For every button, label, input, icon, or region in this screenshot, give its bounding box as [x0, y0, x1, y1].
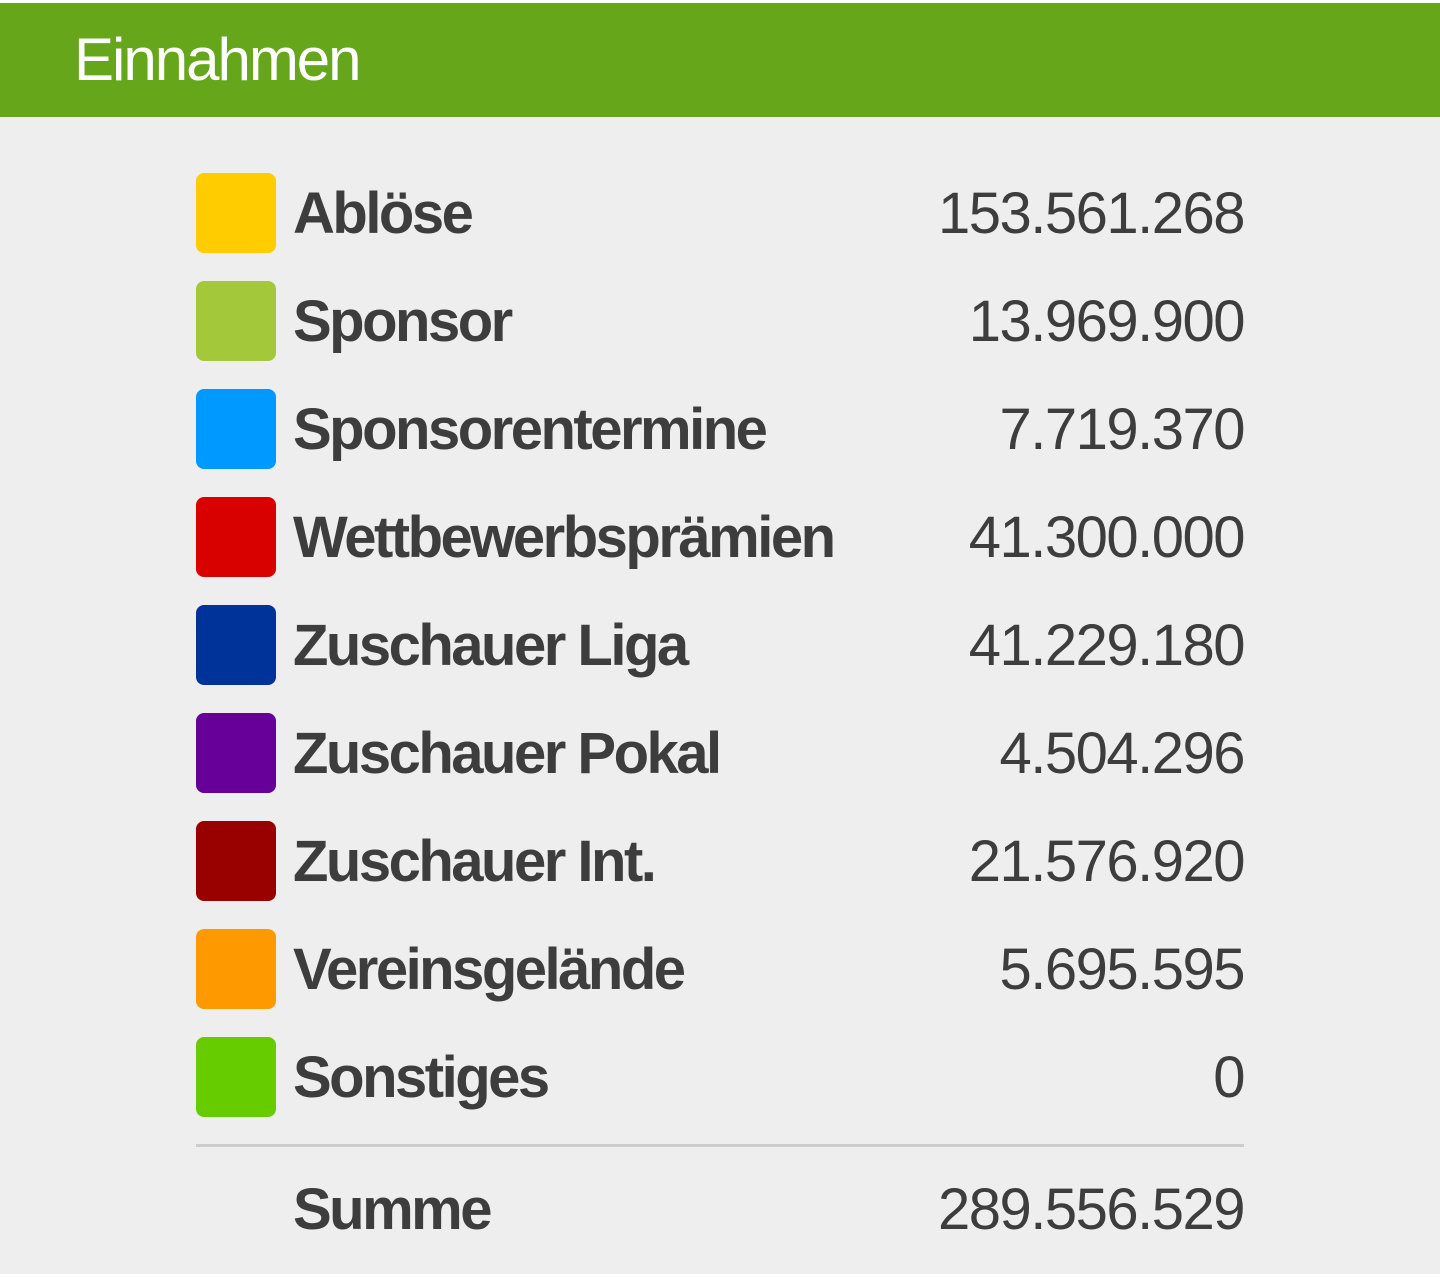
list-item: Zuschauer Pokal 4.504.296 — [196, 713, 1245, 821]
income-panel: Einnahmen Ablöse 153.561.268 Sponsor 13.… — [0, 3, 1440, 1274]
color-swatch — [196, 497, 276, 577]
list-item: Vereinsgelände 5.695.595 — [196, 929, 1245, 1037]
panel-header: Einnahmen — [0, 3, 1440, 117]
list-item: Wettbewerbsprämien 41.300.000 — [196, 497, 1246, 605]
color-swatch — [196, 713, 276, 793]
color-swatch — [196, 281, 276, 361]
item-value: 41.229.180 — [968, 613, 1246, 678]
sum-label: Summe — [293, 1177, 493, 1242]
color-swatch — [196, 173, 276, 253]
item-value: 21.576.920 — [968, 829, 1246, 894]
list-item: Zuschauer Liga 41.229.180 — [196, 605, 1246, 713]
color-swatch — [196, 605, 276, 685]
item-value: 41.300.000 — [968, 505, 1246, 570]
item-label: Zuschauer Liga — [293, 613, 689, 678]
item-value: 0 — [1213, 1045, 1245, 1110]
color-swatch — [196, 821, 276, 901]
item-label: Wettbewerbsprämien — [293, 505, 836, 570]
item-label: Zuschauer Int. — [293, 829, 657, 894]
list-item: Sponsorentermine 7.719.370 — [196, 389, 1245, 497]
sum-divider — [196, 1144, 1244, 1147]
color-swatch — [196, 389, 276, 469]
color-swatch — [196, 1037, 276, 1117]
item-value: 13.969.900 — [968, 289, 1246, 354]
list-item: Zuschauer Int. 21.576.920 — [196, 821, 1246, 929]
item-value: 4.504.296 — [999, 721, 1245, 786]
item-label: Zuschauer Pokal — [293, 721, 722, 786]
item-label: Sponsorentermine — [293, 397, 768, 462]
list-item: Ablöse 153.561.268 — [196, 173, 1246, 281]
item-value: 153.561.268 — [937, 181, 1246, 246]
item-label: Sonstiges — [293, 1045, 550, 1110]
item-label: Sponsor — [293, 289, 513, 354]
item-label: Ablöse — [293, 181, 474, 246]
item-value: 5.695.595 — [999, 937, 1245, 1002]
item-label: Vereinsgelände — [293, 937, 686, 1002]
sum-value: 289.556.529 — [937, 1177, 1246, 1242]
sum-row: Summe 289.556.529 — [196, 1175, 1246, 1247]
item-value: 7.719.370 — [999, 397, 1245, 462]
panel-title: Einnahmen — [74, 26, 362, 93]
list-item: Sponsor 13.969.900 — [196, 281, 1246, 389]
color-swatch — [196, 929, 276, 1009]
list-item: Sonstiges 0 — [196, 1037, 1245, 1145]
income-list: Ablöse 153.561.268 Sponsor 13.969.900 Sp… — [196, 173, 1246, 1145]
